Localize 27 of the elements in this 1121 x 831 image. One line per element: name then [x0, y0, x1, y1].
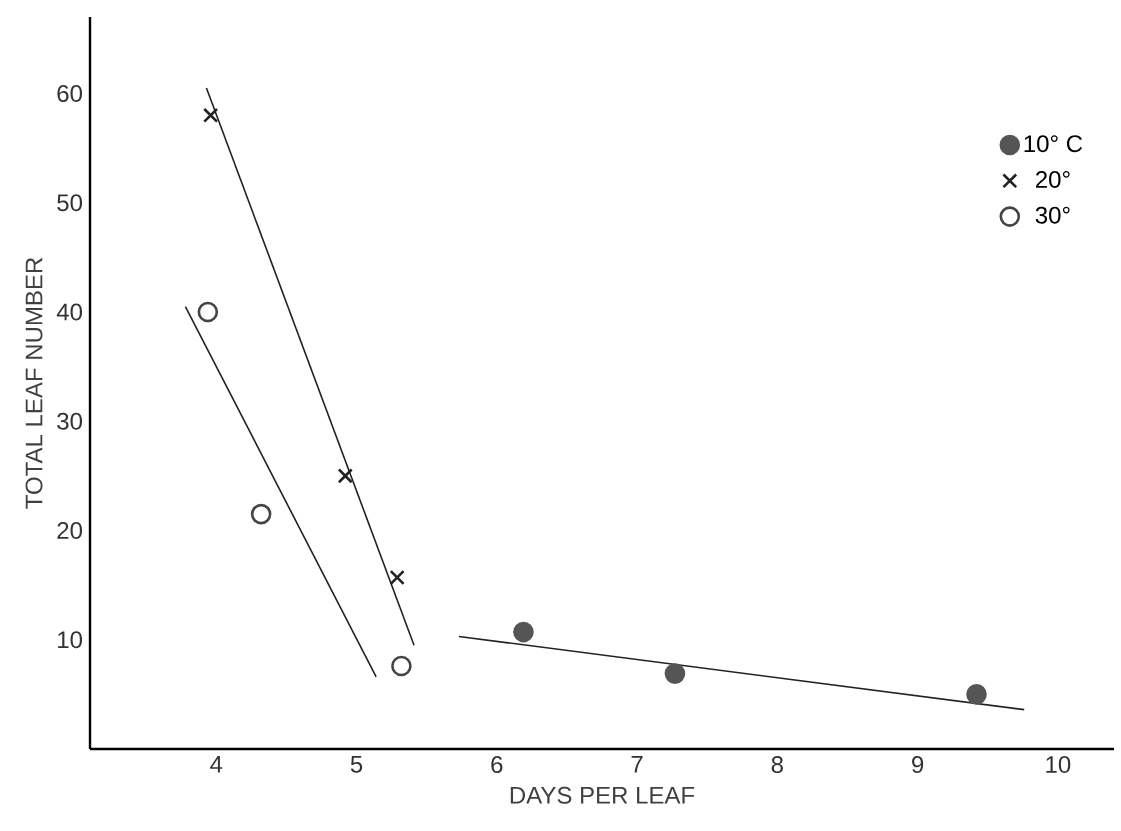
x-tick-label: 10	[1046, 756, 1071, 774]
x-tick-label: 5	[350, 756, 363, 773]
y-tick-label: 50	[57, 194, 83, 212]
point	[513, 621, 534, 643]
y-tick-label: 30	[57, 412, 83, 430]
point	[966, 684, 987, 705]
y-tick-label: 40	[56, 303, 83, 321]
legend-label: 20°	[1035, 170, 1070, 188]
point	[389, 569, 405, 586]
legend-label: 10° C	[1024, 135, 1083, 153]
x-tick-label: 8	[771, 756, 783, 774]
x-tick-label: 4	[210, 756, 223, 773]
y-axis-title: TOTAL LEAF NUMBER	[25, 257, 43, 509]
y-tick-label: 10	[58, 631, 83, 649]
point	[337, 468, 353, 484]
point	[197, 301, 219, 323]
y-tick-label: 60	[57, 84, 83, 102]
x-tick-label: 9	[912, 756, 924, 774]
point	[391, 655, 412, 677]
point	[250, 503, 272, 525]
x-tick-label: 6	[491, 756, 503, 774]
point	[202, 107, 219, 123]
point	[664, 663, 686, 684]
legend-label: 30°	[1035, 206, 1070, 224]
x-tick-label: 7	[631, 756, 643, 773]
x-axis-title: DAYS PER LEAF	[510, 786, 695, 804]
y-tick-label: 20	[57, 521, 83, 539]
